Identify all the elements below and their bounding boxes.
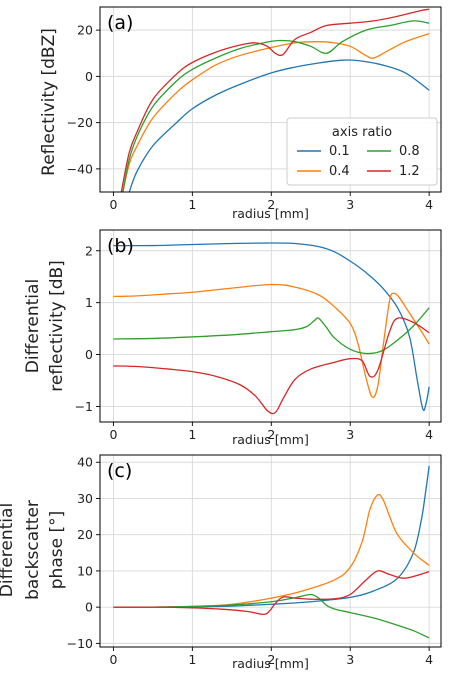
legend-label-0.1: 0.1 <box>329 144 350 159</box>
y-tick-label: 0 <box>85 347 93 362</box>
y-tick-label: 30 <box>77 491 93 506</box>
x-tick-label: 3 <box>346 652 354 667</box>
y-axis-label-line: Differential <box>23 279 43 373</box>
y-tick-label: 20 <box>77 527 93 542</box>
y-tick-label: −40 <box>67 161 93 176</box>
x-tick-label: 3 <box>346 427 354 442</box>
x-axis-label: radius [mm] <box>232 656 309 671</box>
panel-label: (c) <box>107 460 132 482</box>
legend-label-0.8: 0.8 <box>399 144 420 159</box>
x-axis-label: radius [mm] <box>232 206 309 221</box>
x-tick-label: 2 <box>267 652 275 667</box>
panel-2: 0 1 2 3 4 −1 0 1 2 (b) radius [mm] Differential refl… <box>23 229 442 447</box>
y-tick-label: −1 <box>75 399 93 414</box>
y-tick-label: −10 <box>67 636 93 651</box>
series-line-0.8 <box>122 20 430 192</box>
series-line-0.1 <box>128 59 430 192</box>
x-tick-label: 1 <box>188 652 196 667</box>
y-tick-label: 2 <box>85 243 93 258</box>
y-axis-label-line: Differential <box>0 503 17 597</box>
y-tick-label: 10 <box>77 563 93 578</box>
series-line-0.8 <box>113 593 430 639</box>
y-axis-label-line: backscatter <box>23 500 43 600</box>
legend-label-0.4: 0.4 <box>329 164 350 179</box>
x-tick-label: 2 <box>267 427 275 442</box>
panel-3: 0 1 2 3 4 −10 0 10 20 30 40 (c) radius [mm] Different… <box>0 454 442 671</box>
series-line-0.8 <box>113 307 430 355</box>
x-tick-label: 4 <box>425 197 433 212</box>
legend-label-1.2: 1.2 <box>399 164 420 179</box>
x-tick-label: 0 <box>109 652 117 667</box>
y-tick-label: 1 <box>85 295 93 310</box>
x-tick-label: 2 <box>267 197 275 212</box>
x-tick-label: 1 <box>188 427 196 442</box>
panel-label: (b) <box>107 235 134 257</box>
panel-label: (a) <box>107 12 133 34</box>
y-tick-label: −20 <box>67 115 93 130</box>
series-line-1.2 <box>113 317 430 415</box>
series-line-0.1 <box>113 242 430 412</box>
panel-1: 0 1 2 3 4 −40 −20 0 20 (a) radius [mm] Reflectivity… <box>39 6 442 221</box>
x-tick-label: 0 <box>109 427 117 442</box>
legend-title: axis ratio <box>332 125 392 140</box>
x-tick-label: 1 <box>188 197 196 212</box>
y-axis-label-line: phase [°] <box>47 511 67 589</box>
y-axis-label-line: reflectivity [dB] <box>47 260 67 392</box>
series-line-0.4 <box>122 32 430 192</box>
series-line-0.4 <box>113 283 430 398</box>
x-axis-label: radius [mm] <box>232 432 309 447</box>
x-tick-label: 4 <box>425 652 433 667</box>
x-tick-label: 0 <box>109 197 117 212</box>
y-axis-label: Reflectivity [dBZ] <box>39 28 59 176</box>
axes-frame <box>99 454 442 648</box>
x-tick-label: 4 <box>425 427 433 442</box>
y-tick-label: 0 <box>85 69 93 84</box>
series-line-1.2 <box>120 8 430 192</box>
y-tick-label: 20 <box>77 23 93 38</box>
legend-box <box>286 117 438 186</box>
legend: axis ratio 0.1 0.4 0.8 1.2 <box>286 117 438 186</box>
y-tick-label: 0 <box>85 600 93 615</box>
series-line-1.2 <box>113 570 430 616</box>
y-tick-label: 40 <box>77 455 93 470</box>
x-tick-label: 3 <box>346 197 354 212</box>
axes-frame <box>99 229 442 423</box>
axes-frame <box>99 6 442 193</box>
